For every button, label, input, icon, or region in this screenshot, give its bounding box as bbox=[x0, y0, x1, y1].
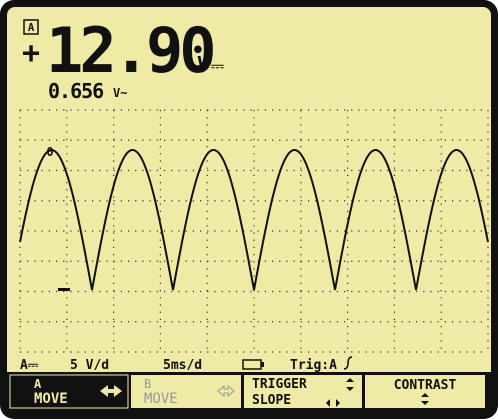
softkey-line1: A bbox=[34, 377, 42, 391]
softkey-1[interactable]: A MOVE bbox=[10, 375, 128, 408]
softkey-line1: CONTRAST bbox=[394, 378, 457, 393]
status-trigger: Trig:A bbox=[290, 358, 337, 373]
softkey-line1: TRIGGER bbox=[252, 377, 307, 392]
softkey-line2: MOVE bbox=[144, 391, 178, 407]
softkey-line1: B bbox=[144, 377, 151, 391]
scope-screen: A + 12.90 V ⎓ 0.656 V~ 0 A⎓ 5 V/d 5ms/d … bbox=[0, 0, 498, 419]
channel-label: A bbox=[28, 21, 35, 34]
status-time: 5ms/d bbox=[163, 358, 202, 373]
softkey-4[interactable]: CONTRAST bbox=[365, 375, 485, 408]
main-coupling: ⎓ bbox=[211, 56, 224, 75]
softkey-2[interactable]: B MOVE bbox=[131, 375, 241, 408]
status-channel: A⎓ bbox=[20, 358, 39, 373]
status-volts: 5 V/d bbox=[70, 358, 109, 373]
softkey-line2: SLOPE bbox=[252, 393, 291, 408]
main-reading: 12.90 bbox=[46, 14, 213, 87]
secondary-unit: V~ bbox=[113, 86, 127, 100]
main-unit: V bbox=[197, 52, 209, 76]
secondary-reading: 0.656 bbox=[48, 79, 103, 103]
softkey-line2: MOVE bbox=[34, 391, 68, 407]
softkey-3[interactable]: TRIGGER SLOPE bbox=[244, 375, 362, 408]
sign: + bbox=[22, 36, 40, 71]
zero-marker bbox=[58, 288, 70, 291]
page: {"display": {"channel": "A", "sign": "+"… bbox=[0, 0, 498, 419]
